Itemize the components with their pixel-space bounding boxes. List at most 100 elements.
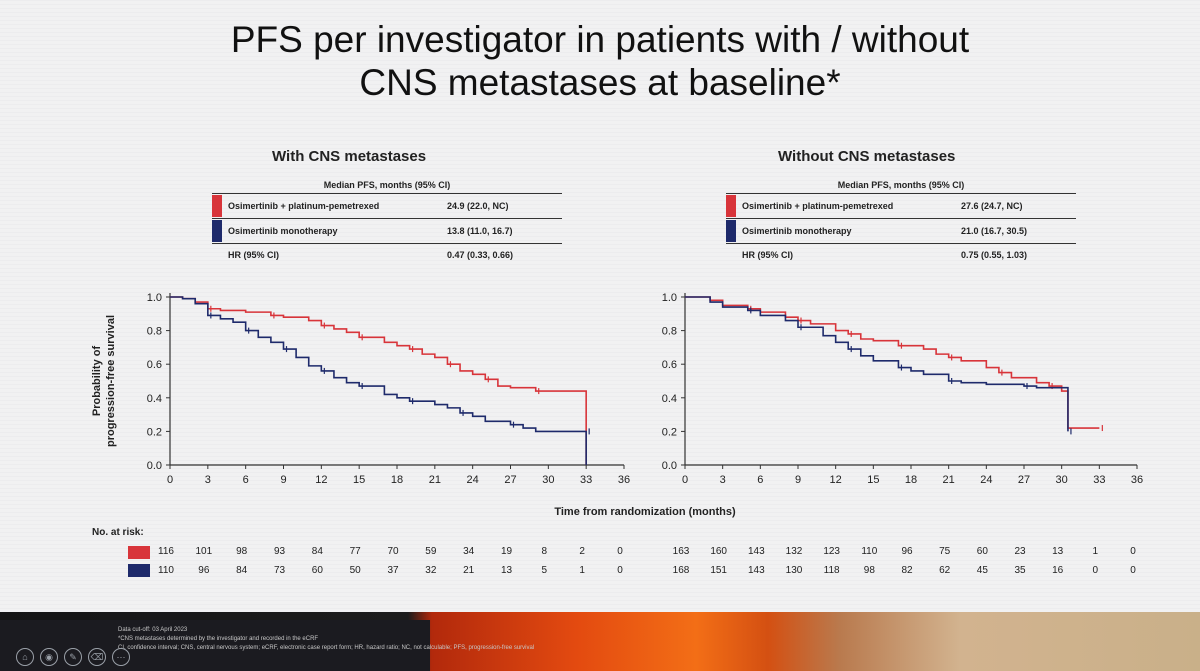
red-swatch	[726, 195, 736, 217]
legend-median: 24.9 (22.0, NC)	[447, 201, 509, 211]
km-curve-blue	[170, 296, 587, 465]
eye-icon[interactable]: ◉	[40, 648, 58, 666]
legend-arm-label: Osimertinib + platinum-pemetrexed	[742, 201, 894, 211]
toolbar-icons: ⌂ ◉ ✎ ⌫ ⋯	[16, 648, 130, 666]
at-risk-value: 151	[710, 565, 727, 576]
x-tick-label: 27	[504, 474, 516, 486]
pen-icon[interactable]: ✎	[64, 648, 82, 666]
at-risk-value: 62	[939, 565, 951, 576]
at-risk-value: 23	[1014, 546, 1026, 557]
at-risk-value: 123	[823, 546, 840, 557]
at-risk-value: 32	[425, 565, 437, 576]
more-icon[interactable]: ⋯	[112, 648, 130, 666]
y-tick-label: 0.4	[147, 393, 162, 405]
x-tick-label: 9	[280, 474, 286, 486]
y-tick-label: 0.2	[662, 426, 677, 438]
at-risk-value: 116	[158, 546, 174, 557]
at-risk-value: 96	[901, 546, 913, 557]
y-tick-label: 0.8	[147, 326, 162, 338]
legend-hr-row: HR (95% CI) 0.47 (0.33, 0.66)	[212, 244, 562, 266]
y-tick-label: 0.0	[147, 460, 162, 472]
at-risk-value: 16	[1052, 565, 1064, 576]
legend-with-cns: Median PFS, months (95% CI) Osimertinib …	[212, 180, 562, 266]
legend-row-monotherapy: Osimertinib monotherapy 21.0 (16.7, 30.5…	[726, 219, 1076, 244]
page-title: PFS per investigator in patients with / …	[230, 19, 970, 103]
at-risk-value: 13	[500, 565, 513, 576]
eraser-icon[interactable]: ⌫	[88, 648, 106, 666]
y-tick-label: 0.6	[662, 359, 677, 371]
at-risk-value: 13	[1052, 546, 1064, 557]
legend-median: 13.8 (11.0, 16.7)	[447, 226, 513, 236]
at-risk-value: 73	[273, 565, 286, 576]
x-axis-label: Time from randomization (months)	[554, 506, 736, 518]
at-risk-value: 45	[976, 565, 988, 576]
at-risk-value: 2	[579, 546, 585, 557]
hr-value: 0.47 (0.33, 0.66)	[447, 250, 514, 260]
y-tick-label: 0.4	[662, 393, 677, 405]
at-risk-value: 93	[273, 546, 286, 557]
x-tick-label: 18	[905, 474, 917, 486]
at-risk-value: 96	[198, 565, 210, 576]
at-risk-value: 75	[939, 546, 951, 557]
panel-title-without-cns: Without CNS metastases	[778, 148, 956, 165]
x-tick-label: 30	[542, 474, 554, 486]
km-charts: 0.00.20.40.60.81.00 3 6 9 12 15 18 21 24 27 30 33 36…	[91, 292, 1143, 518]
at-risk-value: 118	[823, 565, 840, 576]
x-tick-label: 6	[243, 474, 249, 486]
at-risk-value: 160	[710, 546, 727, 557]
y-tick-label: 0.2	[147, 426, 162, 438]
blue-swatch	[212, 220, 222, 242]
y-tick-label: 0.8	[662, 326, 677, 338]
km-curve-blue	[685, 296, 1069, 432]
at-risk-value: 19	[500, 546, 513, 557]
at-risk-value: 60	[311, 565, 323, 576]
red-swatch	[212, 195, 222, 217]
x-tick-label: 3	[205, 474, 211, 486]
home-icon[interactable]: ⌂	[16, 648, 34, 666]
at-risk-red-swatch	[128, 546, 150, 559]
x-tick-label: 21	[943, 474, 955, 486]
x-tick-label: 12	[830, 474, 842, 486]
at-risk-value: 84	[236, 565, 248, 576]
at-risk-label: No. at risk:	[92, 527, 144, 538]
legend-row-monotherapy: Osimertinib monotherapy 13.8 (11.0, 16.7…	[212, 219, 562, 244]
at-risk-value: 0	[617, 546, 623, 557]
legend-arm-label: Osimertinib monotherapy	[228, 226, 338, 236]
slide-footnote: Data cut-off: 03 April 2023 *CNS metasta…	[118, 627, 535, 651]
at-risk-value: 110	[861, 546, 878, 557]
at-risk-value: 1	[579, 565, 585, 576]
at-risk-value: 5	[541, 565, 548, 576]
at-risk-value: 84	[311, 546, 323, 557]
x-tick-label: 6	[757, 474, 763, 486]
at-risk-value: 168	[672, 565, 690, 576]
at-risk-value: 35	[1014, 565, 1026, 576]
legend-median: 27.6 (24.7, NC)	[961, 201, 1023, 211]
at-risk-value: 82	[901, 565, 913, 576]
hr-label: HR (95% CI)	[228, 250, 280, 260]
at-risk-value: 70	[387, 546, 399, 557]
x-tick-label: 36	[618, 474, 630, 486]
at-risk-value: 101	[195, 546, 213, 557]
at-risk-value: 59	[425, 546, 437, 557]
at-risk-value: 60	[976, 546, 988, 557]
x-tick-label: 21	[429, 474, 441, 486]
at-risk-value: 143	[747, 546, 765, 557]
at-risk-value: 8	[541, 546, 548, 557]
x-tick-label: 24	[980, 474, 992, 486]
at-risk-value: 98	[863, 565, 875, 576]
at-risk-value: 0	[1092, 565, 1099, 576]
x-tick-label: 33	[1093, 474, 1105, 486]
at-risk-value: 37	[387, 565, 399, 576]
legend-hr-row: HR (95% CI) 0.75 (0.55, 1.03)	[726, 244, 1076, 266]
km-curve-red	[170, 296, 587, 465]
x-tick-label: 27	[1018, 474, 1030, 486]
legend-without-cns: Median PFS, months (95% CI) Osimertinib …	[726, 180, 1076, 266]
legend-median: 21.0 (16.7, 30.5)	[961, 226, 1028, 236]
x-tick-label: 30	[1056, 474, 1068, 486]
at-risk-value: 21	[463, 565, 475, 576]
legend-arm-label: Osimertinib monotherapy	[742, 226, 852, 236]
y-tick-label: 0.6	[147, 359, 162, 371]
x-tick-label: 0	[682, 474, 688, 486]
at-risk-value: 0	[1130, 565, 1136, 576]
panel-title-with-cns: With CNS metastases	[272, 148, 427, 165]
